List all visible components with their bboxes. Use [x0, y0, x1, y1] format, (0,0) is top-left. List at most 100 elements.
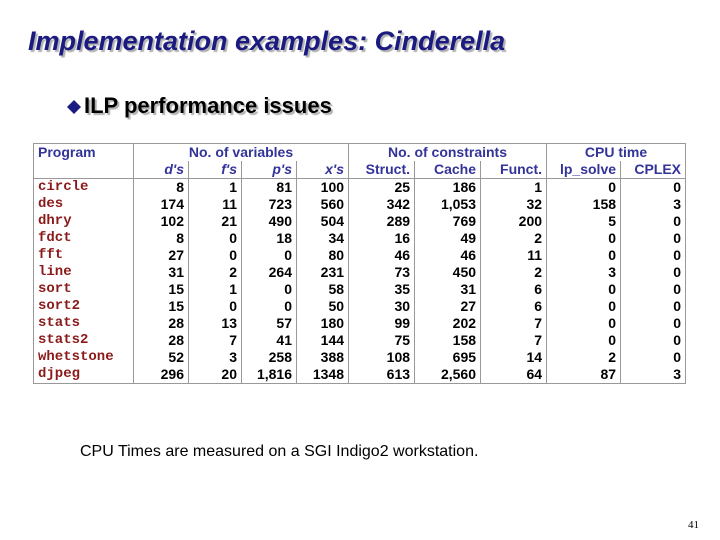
subheader-cell: f's: [188, 161, 242, 179]
value-cell: 25: [348, 178, 416, 196]
value-cell: 64: [480, 366, 548, 384]
value-cell: 723: [241, 196, 297, 213]
value-cell: 2: [480, 230, 548, 247]
value-cell: 2,560: [414, 366, 482, 384]
value-cell: 289: [348, 213, 416, 230]
value-cell: 46: [414, 247, 482, 264]
value-cell: 0: [241, 298, 297, 315]
bullet-text: ILP performance issues: [84, 93, 332, 118]
bullet-icon: [67, 100, 81, 114]
value-cell: 6: [480, 298, 548, 315]
value-cell: 100: [295, 178, 350, 196]
value-cell: 50: [295, 298, 350, 315]
value-cell: 20: [188, 366, 242, 384]
value-cell: 174: [133, 196, 189, 213]
value-cell: 613: [348, 366, 416, 384]
value-cell: 0: [620, 178, 687, 196]
header-row: Program No. of variables No. of constrai…: [33, 143, 687, 161]
value-cell: 0: [620, 349, 687, 366]
value-cell: 34: [295, 230, 350, 247]
value-cell: 57: [241, 315, 297, 332]
program-cell: dhry: [33, 213, 134, 230]
table-row: circle 8 1 81 100 25 186 1 0 0: [33, 178, 687, 196]
value-cell: 30: [348, 298, 416, 315]
bullet-item: ILP performance issues: [66, 93, 332, 119]
program-cell: whetstone: [33, 349, 134, 366]
value-cell: 73: [348, 264, 416, 281]
value-cell: 0: [546, 247, 622, 264]
value-cell: 58: [295, 281, 350, 298]
page-number: 41: [688, 519, 699, 531]
value-cell: 0: [546, 281, 622, 298]
subheader-cell: Funct.: [480, 161, 548, 179]
value-cell: 5: [546, 213, 622, 230]
value-cell: 3: [620, 366, 687, 384]
subheader-cell: d's: [133, 161, 189, 179]
program-cell: stats2: [33, 332, 134, 349]
value-cell: 158: [414, 332, 482, 349]
value-cell: 0: [620, 264, 687, 281]
program-cell: djpeg: [33, 366, 134, 384]
table-row: fdct 8 0 18 34 16 49 2 0 0: [33, 230, 687, 247]
subheader-cell: lp_solve: [546, 161, 622, 179]
value-cell: 75: [348, 332, 416, 349]
value-cell: 1: [188, 281, 242, 298]
value-cell: 0: [620, 298, 687, 315]
table-row: sort 15 1 0 58 35 31 6 0 0: [33, 281, 687, 298]
value-cell: 0: [188, 230, 242, 247]
value-cell: 0: [620, 332, 687, 349]
header-cell: No. of constraints: [348, 143, 548, 161]
value-cell: 18: [241, 230, 297, 247]
value-cell: 560: [295, 196, 350, 213]
header-cell: [33, 161, 134, 179]
header-cell: CPU time: [546, 143, 687, 161]
value-cell: 296: [133, 366, 189, 384]
value-cell: 31: [133, 264, 189, 281]
value-cell: 28: [133, 332, 189, 349]
value-cell: 27: [133, 247, 189, 264]
table-row: stats2 28 7 41 144 75 158 7 0 0: [33, 332, 687, 349]
value-cell: 46: [348, 247, 416, 264]
table-row: djpeg 296 20 1,816 1348 613 2,560 64 87 3: [33, 366, 687, 384]
value-cell: 7: [480, 315, 548, 332]
value-cell: 0: [620, 281, 687, 298]
value-cell: 258: [241, 349, 297, 366]
value-cell: 14: [480, 349, 548, 366]
value-cell: 0: [241, 247, 297, 264]
value-cell: 7: [188, 332, 242, 349]
value-cell: 49: [414, 230, 482, 247]
subheader-cell: CPLEX: [620, 161, 687, 179]
value-cell: 388: [295, 349, 350, 366]
value-cell: 186: [414, 178, 482, 196]
value-cell: 87: [546, 366, 622, 384]
value-cell: 490: [241, 213, 297, 230]
value-cell: 15: [133, 298, 189, 315]
value-cell: 8: [133, 178, 189, 196]
value-cell: 11: [480, 247, 548, 264]
value-cell: 0: [620, 230, 687, 247]
subheader-row: d's f's p's x's Struct. Cache Funct. lp_solve CP…: [33, 161, 687, 179]
value-cell: 504: [295, 213, 350, 230]
value-cell: 180: [295, 315, 350, 332]
value-cell: 41: [241, 332, 297, 349]
value-cell: 158: [546, 196, 622, 213]
program-cell: des: [33, 196, 134, 213]
value-cell: 0: [620, 315, 687, 332]
table-row: sort2 15 0 0 50 30 27 6 0 0: [33, 298, 687, 315]
value-cell: 769: [414, 213, 482, 230]
value-cell: 231: [295, 264, 350, 281]
value-cell: 2: [546, 349, 622, 366]
value-cell: 202: [414, 315, 482, 332]
value-cell: 1348: [295, 366, 350, 384]
program-cell: sort: [33, 281, 134, 298]
value-cell: 13: [188, 315, 242, 332]
subheader-cell: x's: [295, 161, 350, 179]
value-cell: 0: [241, 281, 297, 298]
value-cell: 99: [348, 315, 416, 332]
value-cell: 0: [188, 298, 242, 315]
table-row: dhry 102 21 490 504 289 769 200 5 0: [33, 213, 687, 230]
value-cell: 35: [348, 281, 416, 298]
program-cell: fft: [33, 247, 134, 264]
footnote: CPU Times are measured on a SGI Indigo2 …: [80, 443, 479, 460]
value-cell: 52: [133, 349, 189, 366]
